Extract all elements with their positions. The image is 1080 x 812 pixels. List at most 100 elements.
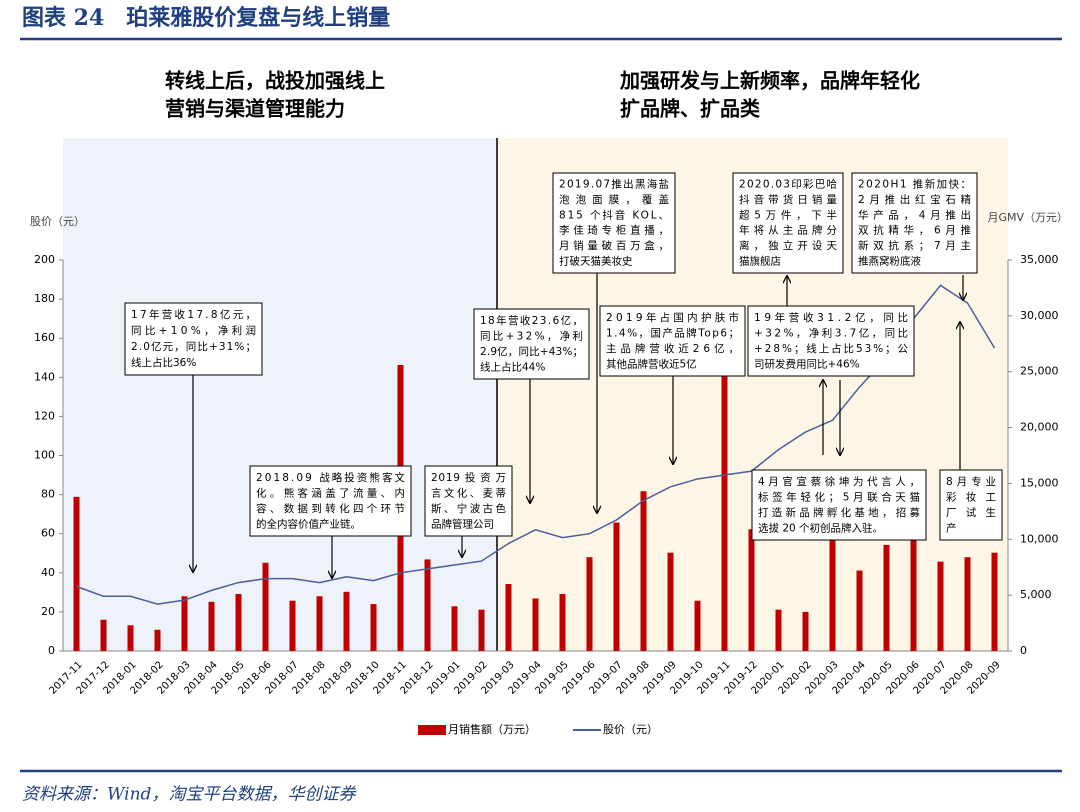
y-tick-label: 0 <box>48 644 55 657</box>
bar <box>235 594 242 651</box>
bar <box>829 523 836 651</box>
annotation-box <box>552 172 676 274</box>
bar <box>127 625 134 651</box>
annotation-text: +28%；线上占比53%；公 <box>754 342 909 355</box>
heading: 加强研发与上新频率，品牌年轻化 <box>619 69 920 93</box>
y2-tick-label: 25,000 <box>1020 365 1059 378</box>
bar <box>154 629 161 651</box>
y-tick-label: 180 <box>34 292 55 305</box>
annotation-text: 2.9亿，同比+43%； <box>480 345 583 358</box>
annotation-text: 4月官宣蔡徐坤为代言人， <box>758 475 920 488</box>
bar <box>370 604 377 651</box>
y-tick-label: 40 <box>41 566 55 579</box>
annotation-text: 19年营收31.2亿，同比 <box>754 311 908 324</box>
bar <box>883 544 890 651</box>
heading: 扩品牌、扩品类 <box>620 97 760 121</box>
annotation-text: 产 <box>946 521 957 534</box>
annotation-text: 彩 妆 工 <box>946 490 996 503</box>
annotation-text: 1.4%，国产品牌Top6； <box>606 326 739 339</box>
bar <box>451 606 458 651</box>
y2-tick-label: 20,000 <box>1020 421 1059 434</box>
bar <box>262 562 269 651</box>
annotation-text: 离，独立开设天 <box>739 239 838 252</box>
period-bg <box>63 138 497 651</box>
y-tick-label: 20 <box>41 605 55 618</box>
annotation-text: 司研发费用同比+46% <box>754 357 860 370</box>
annotation-text: 线上占比36% <box>131 356 196 369</box>
bar <box>289 600 296 651</box>
annotation-text: 猫旗舰店 <box>739 254 781 267</box>
y2-tick-label: 10,000 <box>1020 532 1059 545</box>
bar <box>478 609 485 651</box>
annotation-text: 年将从主品牌分 <box>739 224 838 237</box>
bar <box>424 559 431 651</box>
bar <box>343 591 350 651</box>
annotation-text: 容、数据到转化四个环节 <box>256 502 405 515</box>
annotation-text: 主品牌营收近26亿， <box>606 342 739 355</box>
annotation-box <box>599 305 746 377</box>
annotation-text: 17年营收17.8亿元， <box>131 308 256 321</box>
annotation-box <box>424 465 513 537</box>
y-tick-label: 120 <box>34 409 55 422</box>
bar <box>991 552 998 651</box>
annotation-text: 打破天猫美妆史 <box>559 254 633 267</box>
heading: 转线上后，战投加强线上 <box>165 69 385 93</box>
annotation-box <box>939 469 1003 541</box>
annotation-text: 2.0亿元，同比+31%； <box>131 340 256 353</box>
legend-label: 股价（元） <box>603 723 658 736</box>
y2-tick-label: 30,000 <box>1020 309 1059 322</box>
bar <box>775 609 782 651</box>
bar <box>856 570 863 651</box>
y2-tick-label: 0 <box>1020 644 1027 657</box>
bar <box>667 552 674 651</box>
bar <box>640 491 647 651</box>
annotation-text: 2019.07推出黑海盐 <box>559 178 669 191</box>
annotation-text: 815 个抖音 KOL、 <box>559 208 669 221</box>
annotation-text: +32%，净利3.7亿，同比 <box>754 326 908 339</box>
annotation-text: 同比+10%，净利润 <box>131 324 256 337</box>
annotation-text: 厂 试 生 <box>946 506 996 519</box>
heading: 营销与渠道管理能力 <box>165 97 345 121</box>
annotation-box <box>473 308 590 380</box>
y2-axis-label: 月GMV（万元） <box>987 211 1068 224</box>
annotation-box <box>732 172 844 274</box>
y-tick-label: 60 <box>41 527 55 540</box>
annotation-text: 2019 投 资 万 <box>431 471 506 484</box>
bar <box>559 594 566 651</box>
y-tick-label: 160 <box>34 331 55 344</box>
annotation-text: 推燕窝粉底液 <box>858 254 921 267</box>
annotation-box <box>851 172 978 274</box>
annotation-text: 18年营收23.6亿， <box>480 314 583 327</box>
annotation-text: 其他品牌营收近5亿 <box>606 357 697 370</box>
source: 资料来源：Wind，淘宝平台数据，华创证券 <box>22 785 357 805</box>
annotation-text: 2020H1 推新加快： <box>858 178 971 191</box>
y2-tick-label: 5,000 <box>1020 588 1052 601</box>
bar <box>100 619 107 651</box>
bar <box>73 496 80 651</box>
bar <box>505 583 512 651</box>
annotation-text: 化。熊客涵盖了流量、内 <box>256 486 405 499</box>
annotation-box <box>751 469 927 541</box>
bar <box>208 601 215 651</box>
annotation-text: 2020.03印彩巴哈 <box>739 178 838 191</box>
annotation-text: 线上占比44% <box>480 360 545 373</box>
annotation-text: 斯、宁波古色 <box>431 502 507 515</box>
annotation-text: 标签年轻化；5月联合天猫 <box>758 490 920 503</box>
annotation-text: 抖音带货日销量 <box>739 193 838 206</box>
bar <box>748 529 755 651</box>
legend-label: 月销售额（万元） <box>448 722 536 736</box>
header-title: 图表 24 珀莱雅股价复盘与线上销量 <box>22 5 390 31</box>
y-axis-label: 股价（元） <box>30 215 85 228</box>
y-tick-label: 100 <box>34 449 55 462</box>
bar <box>964 557 971 651</box>
y-tick-label: 200 <box>34 253 55 266</box>
annotation-text: 2月推出红宝石精 <box>858 193 972 206</box>
annotation-box <box>249 465 412 537</box>
annotation-text: 2019年占国内护肤市 <box>606 311 739 324</box>
bar <box>316 596 323 651</box>
y2-tick-label: 35,000 <box>1020 253 1059 266</box>
bar <box>181 596 188 651</box>
y-tick-label: 80 <box>41 488 55 501</box>
y2-tick-label: 15,000 <box>1020 476 1059 489</box>
legend-swatch <box>418 725 446 735</box>
